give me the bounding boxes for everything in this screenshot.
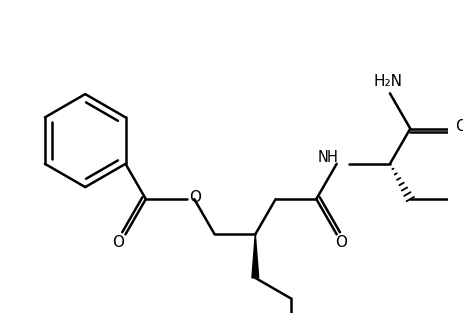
Text: O: O bbox=[455, 119, 463, 134]
Text: H: H bbox=[326, 149, 337, 164]
Text: O: O bbox=[189, 190, 201, 205]
Text: H₂N: H₂N bbox=[374, 74, 402, 89]
Text: N: N bbox=[318, 149, 329, 164]
Text: O: O bbox=[112, 235, 124, 250]
Text: O: O bbox=[336, 235, 348, 250]
Polygon shape bbox=[252, 234, 259, 278]
